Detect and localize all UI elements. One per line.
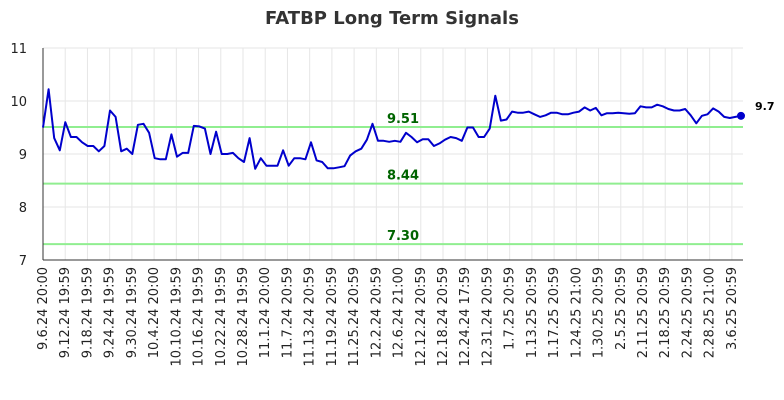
x-tick-label: 1.24.25 21:00 bbox=[569, 267, 584, 358]
x-tick-label: 9.12.24 19:59 bbox=[58, 267, 73, 358]
chart-title: FATBP Long Term Signals bbox=[265, 8, 519, 29]
x-tick-label: 1.17.25 20:59 bbox=[547, 267, 562, 358]
last-price-marker bbox=[737, 111, 745, 120]
x-tick-label: 11.25.24 20:59 bbox=[347, 267, 362, 367]
x-tick-label: 12.31.24 20:59 bbox=[480, 267, 495, 367]
labels-layer: 7 8 9 10 11 9.6.24 20:00 9.12.24 19:59 9.18.24 … bbox=[10, 42, 774, 367]
x-tick-label: 10.22.24 19:59 bbox=[214, 267, 229, 367]
x-tick-label: 2.24.25 20:59 bbox=[680, 267, 695, 358]
x-tick-label: 2.11.25 20:59 bbox=[636, 267, 651, 358]
signal-line-label: 8.44 bbox=[387, 169, 419, 184]
x-tick-label: 9.24.24 19:59 bbox=[103, 267, 118, 358]
x-tick-label: 12.2.24 20:59 bbox=[369, 267, 384, 358]
y-tick-label: 9 bbox=[19, 148, 27, 163]
price-series-line bbox=[42, 88, 742, 170]
y-tick-label: 8 bbox=[19, 201, 27, 216]
y-tick-label: 10 bbox=[10, 95, 27, 110]
x-tick-label: 12.18.24 20:59 bbox=[436, 267, 451, 367]
x-tick-label: 1.7.25 20:59 bbox=[503, 267, 518, 350]
x-tick-label: 9.18.24 19:59 bbox=[80, 267, 95, 358]
axes bbox=[42, 48, 743, 261]
last-price-label: 9.7 bbox=[755, 100, 775, 113]
signal-line-label: 7.30 bbox=[387, 229, 419, 244]
x-tick-label: 10.10.24 19:59 bbox=[169, 267, 184, 367]
x-tick-label: 1.13.25 20:59 bbox=[525, 267, 540, 358]
signal-line-label: 9.51 bbox=[387, 112, 419, 127]
y-tick-label: 7 bbox=[19, 254, 27, 269]
reference-lines bbox=[43, 125, 743, 246]
x-tick-label: 1.30.25 20:59 bbox=[592, 267, 607, 358]
x-tick-label: 12.12.24 20:59 bbox=[414, 267, 429, 367]
y-tick-label: 11 bbox=[10, 42, 27, 57]
x-tick-label: 11.19.24 20:59 bbox=[325, 267, 340, 367]
x-tick-label: 11.1.24 20:00 bbox=[258, 267, 273, 358]
x-tick-label: 2.5.25 20:59 bbox=[614, 267, 629, 350]
x-tick-label: 9.6.24 20:00 bbox=[36, 267, 51, 350]
x-tick-label: 3.6.25 20:59 bbox=[725, 267, 740, 350]
x-tick-label: 9.30.24 19:59 bbox=[125, 267, 140, 358]
x-tick-label: 2.18.25 20:59 bbox=[658, 267, 673, 358]
x-tick-label: 2.28.25 21:00 bbox=[703, 267, 718, 358]
x-tick-label: 12.24.24 17:59 bbox=[458, 267, 473, 367]
x-tick-label: 10.4.24 20:00 bbox=[147, 267, 162, 358]
x-tick-label: 10.16.24 19:59 bbox=[192, 267, 207, 367]
x-tick-label: 11.7.24 20:59 bbox=[280, 267, 295, 358]
x-tick-label: 10.28.24 19:59 bbox=[236, 267, 251, 367]
x-tick-label: 11.13.24 20:59 bbox=[303, 267, 318, 367]
series-layer bbox=[42, 88, 745, 170]
x-tick-label: 12.6.24 21:00 bbox=[392, 267, 407, 358]
